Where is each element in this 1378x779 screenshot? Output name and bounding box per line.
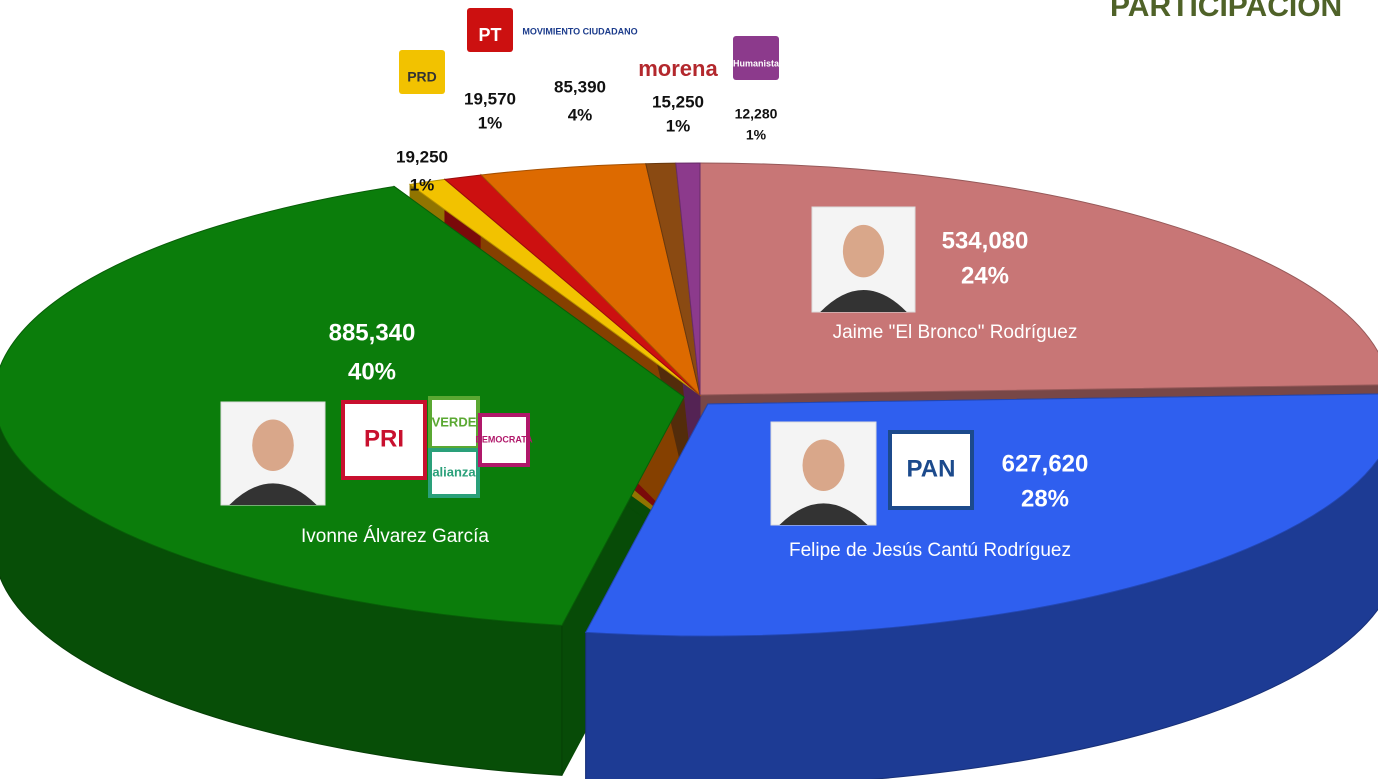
- party-logo-text: alianza: [432, 464, 476, 479]
- party-name: MOVIMIENTO CIUDADANO: [522, 26, 637, 36]
- party-logo: [428, 448, 480, 498]
- party-logo-text: PRI: [364, 425, 404, 452]
- value-label: 85,390: [554, 77, 606, 96]
- party-logo: [399, 50, 445, 94]
- percent-label: 1%: [478, 113, 503, 132]
- value-label: 627,620: [1002, 450, 1089, 477]
- party-logo: [733, 36, 779, 80]
- percent-label: 24%: [961, 262, 1009, 289]
- party-logo: [542, 2, 618, 46]
- percent-label: 1%: [666, 116, 691, 135]
- party-logo: [467, 8, 513, 52]
- party-name: PT: [478, 25, 501, 45]
- slice: [699, 162, 1378, 396]
- photo-head: [802, 439, 845, 492]
- party-logo-text: DEMOCRATA: [475, 434, 533, 444]
- photo-head: [842, 224, 885, 278]
- percent-label: 4%: [568, 105, 593, 124]
- photo-body: [820, 289, 907, 312]
- candidate-name: Jaime "El Bronco" Rodríguez: [833, 322, 1078, 343]
- candidate-photo: [770, 421, 877, 526]
- percent-label: 40%: [348, 358, 396, 385]
- photo-body: [229, 483, 317, 505]
- value-label: 12,280: [735, 106, 778, 122]
- photo-body: [779, 503, 868, 525]
- photo-head: [252, 419, 294, 472]
- value-label: 15,250: [652, 92, 704, 111]
- candidate-name: Felipe de Jesús Cantú Rodríguez: [789, 540, 1071, 561]
- percent-label: 28%: [1021, 485, 1069, 512]
- party-logo-text: VERDE: [432, 414, 477, 429]
- candidate-photo: [811, 206, 916, 313]
- percent-label: 1%: [410, 175, 435, 194]
- value-label: 19,250: [396, 147, 448, 166]
- candidate-photo: [220, 401, 326, 506]
- value-label: 534,080: [942, 227, 1029, 254]
- value-label: 885,340: [329, 319, 416, 346]
- party-logo: [888, 430, 974, 510]
- party-name: Humanista: [733, 58, 780, 68]
- party-name: morena: [638, 56, 718, 81]
- slice: [675, 162, 701, 396]
- value-label: 19,570: [464, 89, 516, 108]
- party-logo: [478, 413, 530, 467]
- party-logo: [341, 400, 427, 480]
- percent-label: 1%: [746, 127, 767, 143]
- party-logo-text: PAN: [907, 455, 956, 482]
- candidate-name: Ivonne Álvarez García: [301, 526, 489, 547]
- party-name: PRD: [407, 69, 437, 85]
- chart-title: PARTICIPACIÓN: [1110, 0, 1342, 23]
